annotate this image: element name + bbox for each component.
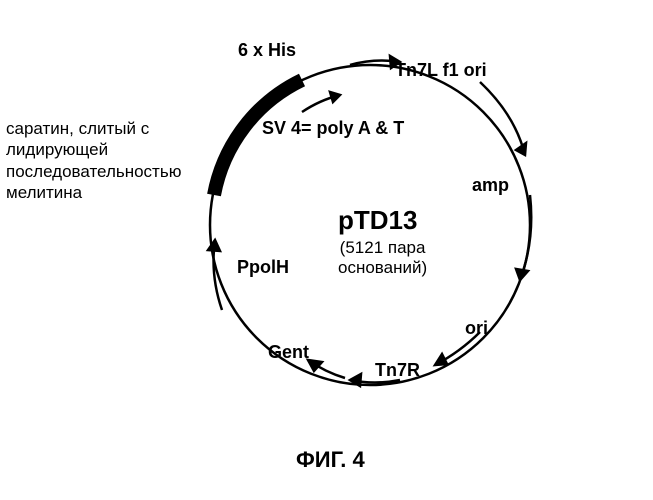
plasmid-size: (5121 пара оснований) (338, 238, 427, 278)
arrow-bottom-right-inner-head (435, 354, 447, 365)
external-feature-label: саратин, слитый с лидирующей последовате… (6, 118, 181, 203)
label-amp: amp (472, 175, 509, 196)
arrow-right-outer-head (516, 269, 528, 280)
plasmid-map-container: 6 x His Tn7L f1 ori SV 4= poly A & T amp… (0, 0, 653, 500)
label-gent: Gent (268, 342, 309, 363)
label-tn7r: Tn7R (375, 360, 420, 381)
arrow-top-right-outer (480, 82, 525, 155)
label-6xhis: 6 x His (238, 40, 296, 61)
label-ori: ori (465, 318, 488, 339)
figure-caption: ФИГ. 4 (296, 447, 365, 473)
label-sv4-polyat: SV 4= poly A & T (262, 118, 404, 139)
arrow-bottom-inner-2-head (308, 360, 322, 371)
arrow-top-left-inner-head (330, 92, 340, 102)
plasmid-name: pTD13 (338, 205, 417, 236)
label-ppolh: PpolH (237, 257, 289, 278)
label-tn7l-f1ori: Tn7L f1 ori (395, 60, 487, 81)
plasmid-svg (0, 0, 653, 500)
